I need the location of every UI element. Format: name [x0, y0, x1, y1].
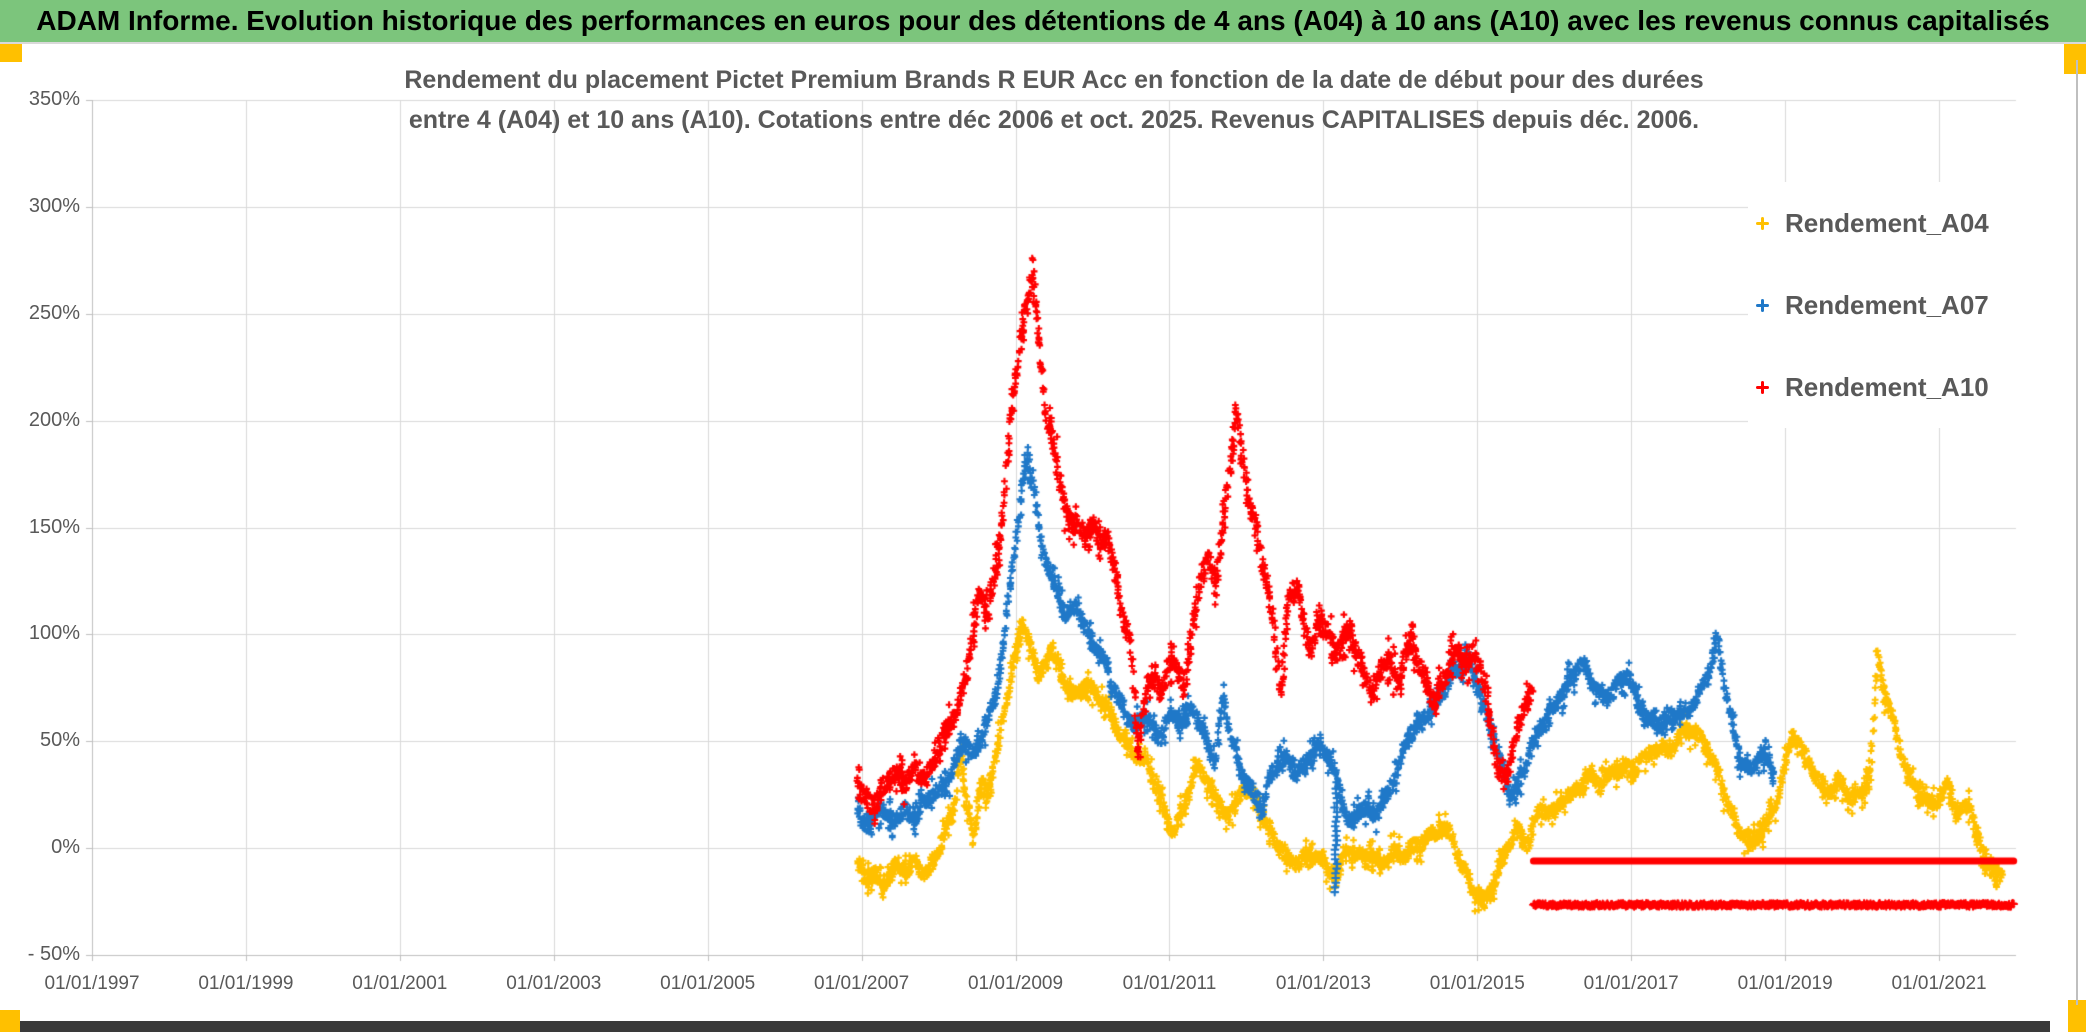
x-tick-label: 01/01/1999: [198, 973, 294, 994]
report-title: ADAM Informe. Evolution historique des p…: [36, 5, 2050, 36]
y-tick-label: 250%: [28, 301, 80, 324]
y-tick-label: 150%: [28, 515, 80, 538]
x-tick-label: 01/01/2013: [1275, 973, 1371, 994]
x-tick-label: 01/01/2019: [1737, 973, 1833, 994]
legend-item-a07: Rendement_A07: [1756, 290, 2018, 321]
plus-marker-icon: [1756, 380, 1769, 394]
x-tick-label: 01/01/2007: [814, 973, 910, 994]
chart-title: Rendement du placement Pictet Premium Br…: [92, 60, 2016, 140]
x-tick-label: 01/01/1997: [44, 973, 140, 994]
title-banner: ADAM Informe. Evolution historique des p…: [0, 0, 2086, 44]
x-tick-label: 01/01/2011: [1122, 973, 1217, 994]
y-tick-label: 0%: [51, 836, 80, 859]
x-tick-label: 01/01/2021: [1891, 973, 1987, 994]
x-tick-label: 01/01/2009: [967, 973, 1064, 994]
chart-title-line1: Rendement du placement Pictet Premium Br…: [404, 66, 1704, 94]
chart-title-line2: entre 4 (A04) et 10 ans (A10). Cotations…: [408, 106, 1700, 134]
y-tick-label: 350%: [28, 88, 80, 110]
x-tick-label: 01/01/2001: [352, 973, 448, 994]
plus-marker-icon: [1756, 216, 1769, 230]
x-tick-label: 01/01/2005: [660, 973, 756, 994]
legend-item-a04: Rendement_A04: [1756, 208, 2018, 239]
x-tick-label: 01/01/2015: [1429, 973, 1525, 994]
x-tick-label: 01/01/2017: [1583, 973, 1679, 994]
legend-label: Rendement_A04: [1785, 207, 1989, 238]
legend-label: Rendement_A07: [1785, 289, 1989, 320]
y-tick-label: 200%: [28, 408, 80, 431]
scatter-plot-canvas: [0, 44, 2086, 1032]
plus-marker-icon: [1756, 298, 1769, 312]
y-tick-label: 300%: [28, 194, 80, 217]
legend: Rendement_A04 Rendement_A07 Rendement_A1…: [1748, 182, 2018, 428]
x-tick-label: 01/01/2003: [506, 973, 602, 994]
legend-item-a10: Rendement_A10: [1756, 372, 2018, 403]
y-tick-label: 100%: [28, 622, 80, 645]
y-tick-label: - 50%: [27, 943, 80, 965]
legend-label: Rendement_A10: [1785, 371, 1989, 402]
y-tick-label: 50%: [39, 729, 80, 752]
